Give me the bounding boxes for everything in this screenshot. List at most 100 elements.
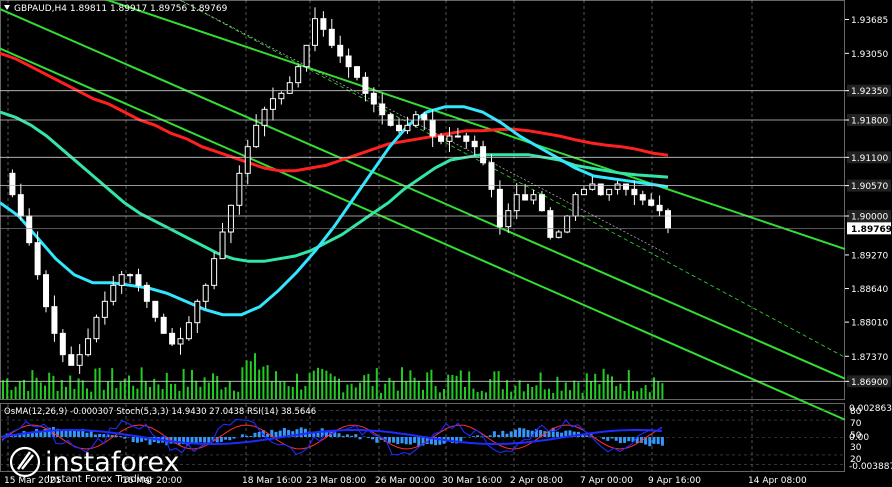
x-tick-label: 14 Apr 08:00: [748, 476, 807, 486]
osc-scale-label: 0.00: [849, 433, 869, 443]
candle-body: [202, 284, 209, 302]
candle-body: [538, 194, 545, 212]
candle-body: [143, 284, 150, 302]
y-tick-label: 1.88010: [851, 319, 888, 329]
level-label-box: [847, 375, 891, 388]
candle: [177, 327, 184, 355]
y-tick-label: 1.88640: [851, 285, 888, 295]
candle: [43, 270, 50, 313]
candle: [269, 87, 276, 121]
candle-body: [17, 194, 24, 217]
candle-body: [396, 124, 403, 132]
candle-body: [278, 92, 285, 100]
candle: [93, 314, 100, 343]
candle: [362, 72, 369, 102]
candle-body: [589, 183, 596, 190]
symbol-header: GBPAUD,H4 1.89811 1.89917 1.89756 1.8976…: [4, 4, 228, 14]
candle-body: [236, 172, 243, 206]
y-tick-label: 1.90000: [851, 213, 888, 223]
candle: [446, 127, 453, 153]
candle: [354, 65, 361, 81]
logo-ring-icon: [9, 446, 41, 478]
ma-line-ema-slow: [0, 51, 669, 173]
candle: [337, 35, 344, 64]
candle: [547, 207, 554, 240]
candle: [59, 329, 66, 363]
main-plot-frame: [0, 0, 845, 400]
candle-body: [480, 146, 487, 164]
osc-level-label: 70: [850, 419, 862, 429]
candle: [320, 11, 327, 37]
candle-body: [522, 194, 529, 201]
candle-body: [547, 210, 554, 238]
candle-body: [110, 284, 117, 302]
candle-body: [597, 183, 604, 196]
candle-body: [76, 354, 83, 366]
logo-mark-icon: [17, 451, 34, 470]
candle-body: [513, 194, 520, 212]
price-levels: [0, 90, 845, 382]
x-tick-label: 2 Apr 08:00: [510, 476, 563, 486]
y-tick-label: 1.87370: [851, 353, 888, 363]
candle-body: [580, 188, 587, 196]
candle: [606, 188, 613, 201]
candle: [328, 18, 335, 49]
osc-level-label: 50: [850, 431, 862, 441]
candle: [194, 299, 201, 334]
x-tick-label: 23 Mar 08:00: [306, 476, 366, 486]
osc-scale-label: 0.002863: [849, 404, 892, 414]
candle-body: [185, 322, 192, 340]
candle-body: [354, 66, 361, 78]
candle-body: [555, 231, 562, 238]
candle-body: [463, 135, 470, 142]
candle: [303, 44, 310, 72]
grid-lines: [7, 0, 753, 471]
level-label-box: [847, 84, 891, 97]
osc-scale-label: -0.003887: [849, 462, 892, 472]
y-tick-label: 1.93685: [851, 16, 888, 26]
current-price-box: [847, 222, 891, 235]
candle-body: [219, 231, 226, 260]
candle-body: [370, 92, 377, 105]
candle: [85, 328, 92, 357]
candle: [471, 135, 478, 156]
x-tick-label: 16 Mar 20:00: [122, 476, 182, 486]
rsi-line: [1, 429, 663, 446]
candle: [295, 64, 302, 88]
ma-line-ema-mid: [0, 110, 669, 263]
candle: [463, 132, 470, 149]
candle-body: [488, 162, 495, 190]
candle-body: [665, 210, 671, 229]
candle-body: [59, 332, 66, 356]
collapse-triangle-icon[interactable]: [4, 5, 10, 10]
candle: [639, 190, 646, 206]
candle-body: [93, 316, 100, 340]
candle: [454, 127, 461, 138]
stoch-main-line: [1, 418, 663, 456]
logo-tagline-text: Instant Forex Trading: [47, 474, 152, 485]
candle: [496, 180, 503, 235]
candle: [261, 106, 268, 137]
candle-body: [177, 338, 184, 345]
candle: [278, 91, 285, 105]
candle-body: [446, 135, 453, 142]
candle-body: [362, 76, 369, 94]
candle-body: [51, 306, 58, 334]
candle-body: [101, 300, 108, 318]
candle-body: [227, 204, 234, 233]
candle: [488, 153, 495, 198]
level-label-box: [847, 210, 891, 222]
candle: [143, 282, 150, 308]
candle-body: [26, 215, 33, 244]
candle-body: [505, 210, 512, 228]
candle: [480, 140, 487, 166]
candle-body: [648, 199, 655, 206]
candle: [160, 313, 167, 334]
candle-body: [152, 300, 159, 318]
trend-channel: [0, 0, 846, 421]
candle: [513, 183, 520, 220]
y-tick-label: 1.89270: [851, 251, 888, 261]
oscillator-panel: 0.002863 0.00 -0.003887 80 70 50 30 20: [0, 404, 892, 472]
candle: [538, 191, 545, 212]
